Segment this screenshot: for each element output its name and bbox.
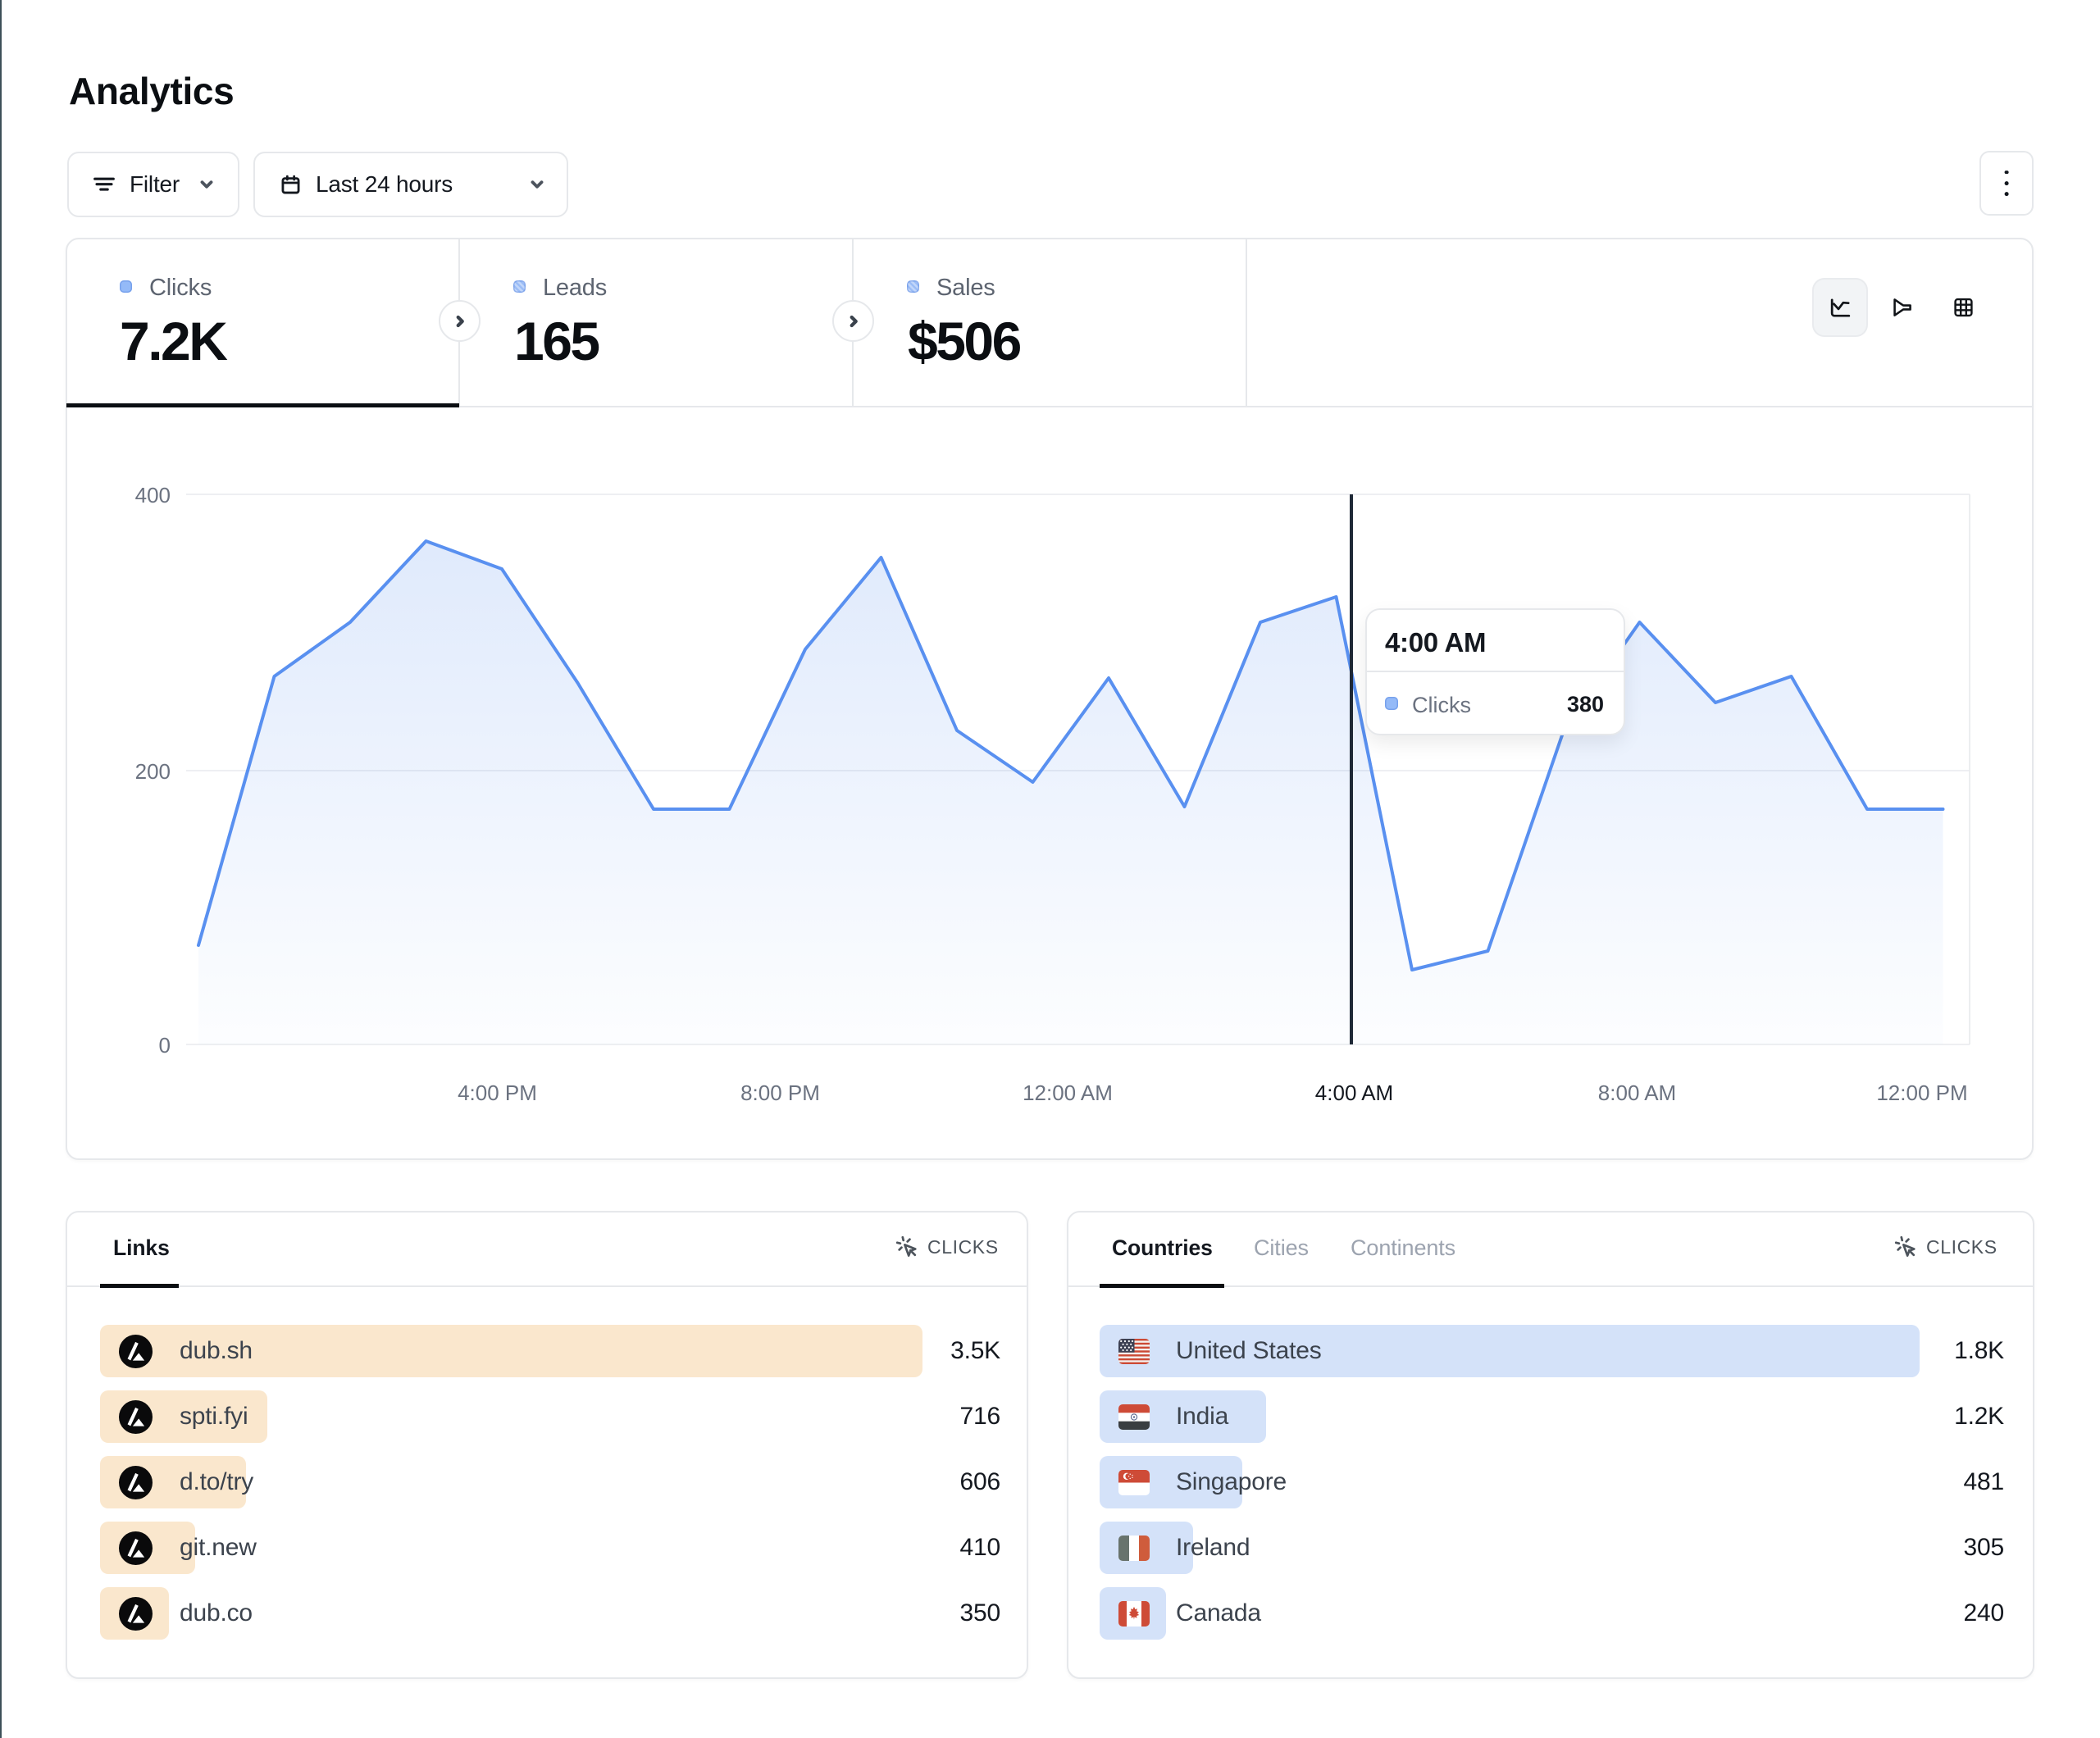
svg-text:8:00 AM: 8:00 AM [1598,1081,1676,1105]
svg-text:400: 400 [135,483,171,507]
svg-text:200: 200 [135,759,171,784]
svg-text:4:00 PM: 4:00 PM [458,1081,537,1105]
svg-text:0: 0 [159,1033,171,1058]
svg-text:8:00 PM: 8:00 PM [740,1081,820,1105]
svg-text:12:00 PM: 12:00 PM [1876,1081,1967,1105]
svg-text:12:00 AM: 12:00 AM [1023,1081,1113,1105]
svg-text:4:00 AM: 4:00 AM [1315,1081,1393,1105]
